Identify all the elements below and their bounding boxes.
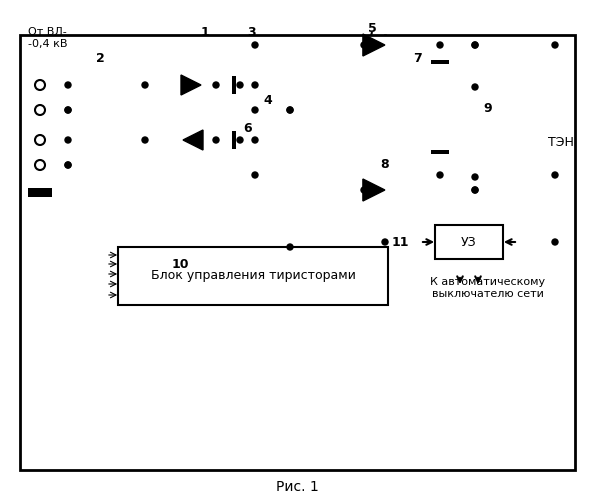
Circle shape	[213, 82, 219, 88]
Circle shape	[65, 162, 71, 168]
Circle shape	[361, 42, 367, 48]
Circle shape	[65, 137, 71, 143]
Circle shape	[237, 82, 243, 88]
Text: 3: 3	[248, 26, 256, 38]
Text: 11: 11	[392, 236, 409, 248]
Text: 8: 8	[381, 158, 389, 172]
Text: ТЭН: ТЭН	[548, 136, 574, 148]
Circle shape	[213, 137, 219, 143]
Text: 4: 4	[264, 94, 273, 106]
Circle shape	[472, 42, 478, 48]
Circle shape	[287, 107, 293, 113]
Text: Блок управления тиристорами: Блок управления тиристорами	[151, 270, 355, 282]
Bar	[232, 131, 236, 149]
Circle shape	[552, 172, 558, 178]
Circle shape	[472, 42, 478, 48]
Circle shape	[142, 137, 148, 143]
Text: 9: 9	[484, 102, 492, 114]
Circle shape	[472, 187, 478, 193]
Circle shape	[65, 107, 71, 113]
Circle shape	[65, 162, 71, 168]
Circle shape	[472, 84, 478, 90]
Circle shape	[252, 137, 258, 143]
Circle shape	[252, 42, 258, 48]
Circle shape	[552, 239, 558, 245]
Polygon shape	[363, 179, 385, 201]
Circle shape	[142, 82, 148, 88]
Text: 5: 5	[368, 22, 377, 35]
Circle shape	[237, 137, 243, 143]
Polygon shape	[183, 130, 203, 150]
Text: 6: 6	[244, 122, 252, 134]
Text: 7: 7	[414, 52, 422, 64]
Polygon shape	[181, 75, 201, 95]
Bar	[232, 76, 236, 94]
Circle shape	[287, 107, 293, 113]
Text: К автоматическому
выключателю сети: К автоматическому выключателю сети	[430, 277, 546, 299]
Bar	[20, 35, 575, 470]
Bar	[431, 60, 449, 64]
Text: УЗ: УЗ	[461, 236, 477, 248]
Circle shape	[382, 239, 388, 245]
Bar	[435, 225, 503, 259]
Circle shape	[437, 42, 443, 48]
Circle shape	[252, 82, 258, 88]
Circle shape	[252, 172, 258, 178]
Circle shape	[65, 107, 71, 113]
Text: 2: 2	[96, 52, 104, 64]
Bar	[118, 247, 388, 305]
Bar	[28, 188, 52, 197]
Text: От ВЛ-
-0,4 кВ: От ВЛ- -0,4 кВ	[28, 27, 67, 49]
Circle shape	[472, 174, 478, 180]
Polygon shape	[363, 34, 385, 56]
Circle shape	[361, 187, 367, 193]
Bar	[431, 150, 449, 154]
Circle shape	[437, 172, 443, 178]
Text: 10: 10	[171, 258, 189, 272]
Circle shape	[472, 187, 478, 193]
Circle shape	[552, 42, 558, 48]
Circle shape	[287, 244, 293, 250]
Text: 1: 1	[201, 26, 209, 38]
Circle shape	[65, 82, 71, 88]
Text: Рис. 1: Рис. 1	[275, 480, 318, 494]
Circle shape	[252, 107, 258, 113]
